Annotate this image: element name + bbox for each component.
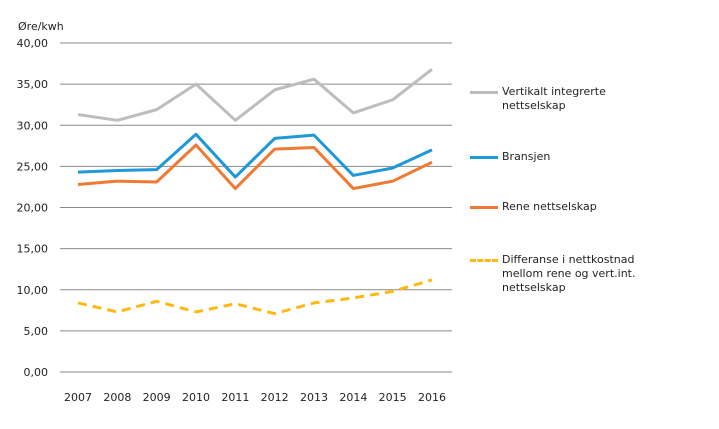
legend-item: Rene nettselskap bbox=[470, 200, 719, 214]
y-tick-label: 10,00 bbox=[17, 284, 49, 297]
series-line bbox=[78, 69, 432, 120]
legend-swatch bbox=[470, 259, 498, 262]
legend-swatch bbox=[470, 91, 498, 94]
y-tick-label: 25,00 bbox=[17, 160, 49, 173]
x-tick-label: 2013 bbox=[300, 391, 328, 404]
legend-label: Vertikalt integrerte nettselskap bbox=[502, 85, 672, 113]
y-tick-label: 40,00 bbox=[17, 37, 49, 50]
y-tick-label: 20,00 bbox=[17, 202, 49, 215]
legend-swatch bbox=[470, 156, 498, 159]
legend-item: Bransjen bbox=[470, 150, 719, 164]
legend-label: Differanse i nettkostnad mellom rene og … bbox=[502, 253, 672, 295]
x-tick-label: 2016 bbox=[418, 391, 446, 404]
x-tick-label: 2008 bbox=[103, 391, 131, 404]
y-tick-label: 5,00 bbox=[24, 325, 49, 338]
x-tick-label: 2009 bbox=[143, 391, 171, 404]
x-tick-label: 2011 bbox=[221, 391, 249, 404]
x-tick-label: 2014 bbox=[339, 391, 367, 404]
y-axis-label: Øre/kwh bbox=[18, 20, 64, 33]
y-tick-label: 0,00 bbox=[24, 366, 49, 379]
legend-item: Vertikalt integrerte nettselskap bbox=[470, 85, 719, 113]
x-tick-label: 2015 bbox=[379, 391, 407, 404]
legend-item: Differanse i nettkostnad mellom rene og … bbox=[470, 253, 719, 295]
y-tick-label: 35,00 bbox=[17, 78, 49, 91]
y-tick-label: 15,00 bbox=[17, 243, 49, 256]
series-line bbox=[78, 280, 432, 314]
legend-label: Bransjen bbox=[502, 150, 672, 164]
x-tick-label: 2007 bbox=[64, 391, 92, 404]
legend-label: Rene nettselskap bbox=[502, 200, 672, 214]
y-tick-label: 30,00 bbox=[17, 119, 49, 132]
legend-swatch bbox=[470, 206, 498, 209]
x-tick-label: 2010 bbox=[182, 391, 210, 404]
x-tick-label: 2012 bbox=[261, 391, 289, 404]
